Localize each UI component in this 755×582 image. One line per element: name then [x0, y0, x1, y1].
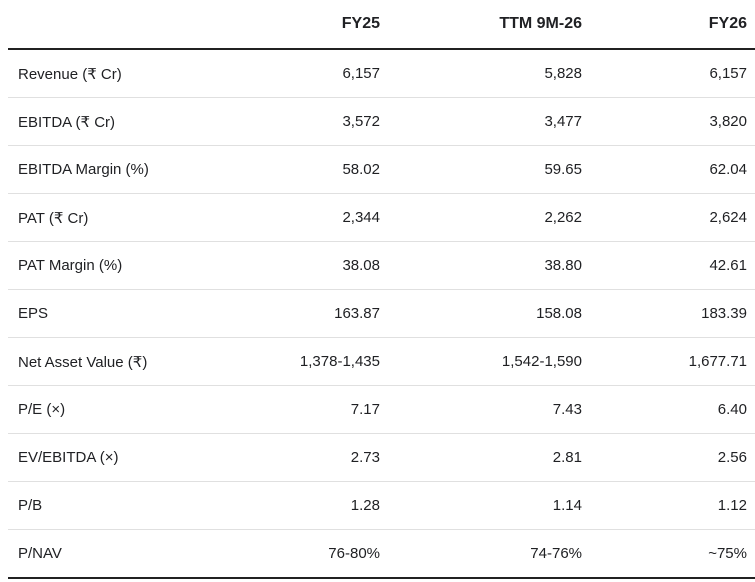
- row-label: EPS: [8, 289, 190, 338]
- cell-value-fy26: 6.40: [582, 385, 755, 434]
- cell-value-ttm: 1.14: [380, 481, 582, 530]
- column-header-fy25: FY25: [190, 0, 380, 50]
- cell-value-fy26: 1,677.71: [582, 337, 755, 386]
- cell-value-fy26: 1.12: [582, 481, 755, 530]
- cell-value-fy26: ~75%: [582, 529, 755, 579]
- table-row: EV/EBITDA (×) 2.73 2.81 2.56: [8, 433, 755, 482]
- cell-value-fy25: 3,572: [190, 97, 380, 146]
- cell-value-fy26: 62.04: [582, 145, 755, 194]
- cell-value-ttm: 5,828: [380, 49, 582, 98]
- cell-value-fy26: 2.56: [582, 433, 755, 482]
- row-label: P/B: [8, 481, 190, 530]
- row-label: Revenue (₹ Cr): [8, 49, 190, 98]
- column-header-metric: [8, 0, 190, 50]
- cell-value-fy25: 58.02: [190, 145, 380, 194]
- table-row: EPS 163.87 158.08 183.39: [8, 289, 755, 338]
- cell-value-ttm: 158.08: [380, 289, 582, 338]
- column-header-fy26: FY26: [582, 0, 755, 50]
- table-row: P/E (×) 7.17 7.43 6.40: [8, 385, 755, 434]
- table-row: P/NAV 76-80% 74-76% ~75%: [8, 529, 755, 579]
- cell-value-fy26: 183.39: [582, 289, 755, 338]
- row-label: PAT (₹ Cr): [8, 193, 190, 242]
- cell-value-fy25: 38.08: [190, 241, 380, 290]
- cell-value-fy25: 2,344: [190, 193, 380, 242]
- cell-value-fy25: 1.28: [190, 481, 380, 530]
- cell-value-fy26: 2,624: [582, 193, 755, 242]
- table-row: P/B 1.28 1.14 1.12: [8, 481, 755, 530]
- row-label: EV/EBITDA (×): [8, 433, 190, 482]
- row-label: P/E (×): [8, 385, 190, 434]
- cell-value-fy25: 6,157: [190, 49, 380, 98]
- cell-value-fy25: 1,378-1,435: [190, 337, 380, 386]
- table-row: PAT Margin (%) 38.08 38.80 42.61: [8, 241, 755, 290]
- table-row: PAT (₹ Cr) 2,344 2,262 2,624: [8, 193, 755, 242]
- cell-value-ttm: 3,477: [380, 97, 582, 146]
- cell-value-ttm: 2,262: [380, 193, 582, 242]
- cell-value-ttm: 7.43: [380, 385, 582, 434]
- cell-value-fy26: 3,820: [582, 97, 755, 146]
- cell-value-fy26: 6,157: [582, 49, 755, 98]
- row-label: Net Asset Value (₹): [8, 337, 190, 386]
- table-row: Net Asset Value (₹) 1,378-1,435 1,542-1,…: [8, 337, 755, 386]
- row-label: EBITDA Margin (%): [8, 145, 190, 194]
- column-header-ttm-9m-26: TTM 9M-26: [380, 0, 582, 50]
- table-row: EBITDA Margin (%) 58.02 59.65 62.04: [8, 145, 755, 194]
- cell-value-fy25: 7.17: [190, 385, 380, 434]
- header-row: FY25 TTM 9M-26 FY26: [8, 0, 755, 50]
- cell-value-ttm: 38.80: [380, 241, 582, 290]
- table-row: EBITDA (₹ Cr) 3,572 3,477 3,820: [8, 97, 755, 146]
- cell-value-ttm: 74-76%: [380, 529, 582, 579]
- row-label: P/NAV: [8, 529, 190, 579]
- cell-value-fy25: 163.87: [190, 289, 380, 338]
- row-label: PAT Margin (%): [8, 241, 190, 290]
- cell-value-ttm: 2.81: [380, 433, 582, 482]
- cell-value-ttm: 1,542-1,590: [380, 337, 582, 386]
- row-label: EBITDA (₹ Cr): [8, 97, 190, 146]
- table-body: Revenue (₹ Cr) 6,157 5,828 6,157 EBITDA …: [8, 49, 755, 579]
- table-row: Revenue (₹ Cr) 6,157 5,828 6,157: [8, 49, 755, 98]
- cell-value-fy26: 42.61: [582, 241, 755, 290]
- cell-value-fy25: 76-80%: [190, 529, 380, 579]
- financial-metrics-table: FY25 TTM 9M-26 FY26 Revenue (₹ Cr) 6,157…: [8, 0, 755, 579]
- cell-value-fy25: 2.73: [190, 433, 380, 482]
- cell-value-ttm: 59.65: [380, 145, 582, 194]
